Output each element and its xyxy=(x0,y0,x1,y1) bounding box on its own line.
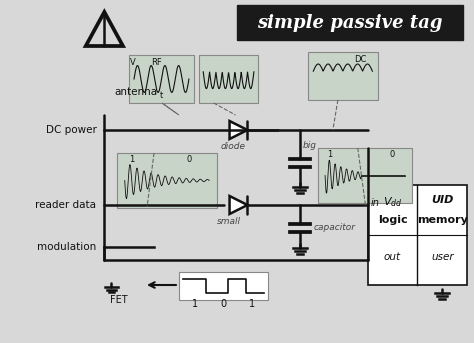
Bar xyxy=(129,55,194,103)
Bar xyxy=(308,52,378,100)
Text: 1: 1 xyxy=(192,299,198,309)
Text: out: out xyxy=(384,252,401,262)
Bar xyxy=(318,148,412,203)
Bar xyxy=(199,55,258,103)
Text: FET: FET xyxy=(110,295,128,305)
Text: reader data: reader data xyxy=(36,200,96,210)
Text: big: big xyxy=(303,141,317,150)
Text: user: user xyxy=(431,252,454,262)
Bar xyxy=(179,272,268,300)
Text: 0: 0 xyxy=(186,155,191,164)
Text: in: in xyxy=(371,198,380,208)
Text: modulation: modulation xyxy=(37,242,96,252)
Text: simple passive tag: simple passive tag xyxy=(257,14,443,32)
Text: V: V xyxy=(129,58,135,67)
Text: 0: 0 xyxy=(389,150,394,159)
Text: 1: 1 xyxy=(129,155,135,164)
Bar xyxy=(117,153,217,208)
Polygon shape xyxy=(229,196,247,214)
Bar xyxy=(368,185,467,285)
Text: t: t xyxy=(160,91,163,100)
Text: $V_{dd}$: $V_{dd}$ xyxy=(383,195,402,209)
Text: logic: logic xyxy=(378,215,407,225)
Text: 1: 1 xyxy=(249,299,255,309)
FancyBboxPatch shape xyxy=(237,5,463,40)
Text: antenna: antenna xyxy=(114,87,157,97)
Text: UID: UID xyxy=(431,195,454,205)
Text: 1: 1 xyxy=(327,150,332,159)
Text: capacitor: capacitor xyxy=(314,224,356,233)
Text: RF: RF xyxy=(151,58,162,67)
Polygon shape xyxy=(229,121,247,139)
Text: DC power: DC power xyxy=(46,125,96,135)
Text: small: small xyxy=(217,217,241,226)
Text: memory: memory xyxy=(417,215,468,225)
Text: 0: 0 xyxy=(220,299,227,309)
Text: diode: diode xyxy=(221,142,246,151)
Text: DC: DC xyxy=(354,55,366,64)
